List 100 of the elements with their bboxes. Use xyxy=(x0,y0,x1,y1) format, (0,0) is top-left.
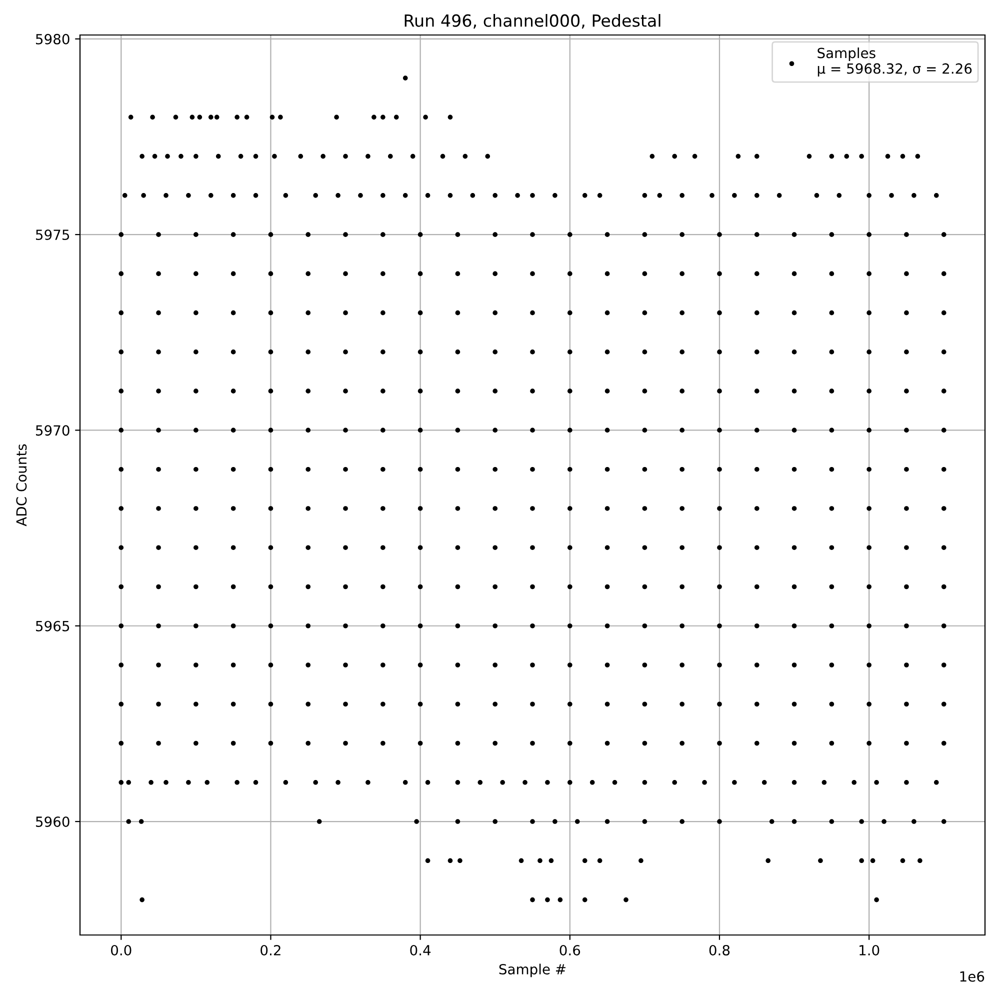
point xyxy=(343,702,348,707)
point xyxy=(624,897,628,902)
point xyxy=(792,702,797,707)
point xyxy=(455,702,460,707)
point xyxy=(278,114,283,120)
point xyxy=(530,702,535,707)
point xyxy=(530,466,535,472)
point xyxy=(792,740,797,746)
point xyxy=(717,506,722,511)
point xyxy=(423,114,428,120)
point xyxy=(754,702,760,707)
point xyxy=(710,193,714,198)
point xyxy=(567,232,572,237)
point xyxy=(754,350,760,354)
point xyxy=(253,193,258,198)
x-axis-title: Sample # xyxy=(499,964,566,978)
point xyxy=(313,780,318,785)
point xyxy=(776,193,782,198)
point xyxy=(156,428,161,433)
point xyxy=(150,114,155,120)
point xyxy=(604,428,610,433)
point xyxy=(380,623,386,628)
point xyxy=(492,623,498,628)
point xyxy=(380,388,386,394)
point xyxy=(455,780,460,785)
point xyxy=(268,702,274,707)
point xyxy=(230,623,236,628)
point xyxy=(567,388,572,394)
point xyxy=(717,545,722,550)
point xyxy=(829,310,834,316)
point xyxy=(194,428,198,433)
point xyxy=(380,584,386,590)
point xyxy=(455,506,460,511)
point xyxy=(604,584,610,590)
point xyxy=(680,271,684,276)
point xyxy=(230,193,236,198)
point xyxy=(866,271,872,276)
point xyxy=(792,623,797,628)
point xyxy=(844,154,850,159)
point xyxy=(380,350,386,354)
point xyxy=(904,545,909,550)
point xyxy=(194,623,198,628)
point xyxy=(582,193,588,198)
point xyxy=(904,702,909,707)
point xyxy=(268,428,274,433)
point xyxy=(941,584,946,590)
point xyxy=(941,428,946,433)
point xyxy=(118,702,124,707)
point xyxy=(306,388,311,394)
point xyxy=(380,428,386,433)
point xyxy=(567,350,572,354)
point xyxy=(604,702,610,707)
point xyxy=(230,388,236,394)
point xyxy=(829,232,834,237)
point xyxy=(852,780,857,785)
point xyxy=(194,662,198,668)
point xyxy=(156,506,161,511)
point xyxy=(230,466,236,472)
point xyxy=(769,819,774,824)
point xyxy=(941,702,946,707)
point xyxy=(642,740,648,746)
point xyxy=(194,271,198,276)
point xyxy=(829,662,834,668)
point xyxy=(754,310,760,316)
point xyxy=(138,819,144,824)
point xyxy=(680,428,684,433)
point xyxy=(692,154,698,159)
point xyxy=(530,545,535,550)
point xyxy=(418,662,423,668)
point xyxy=(904,350,909,354)
point xyxy=(492,545,498,550)
point xyxy=(448,193,453,198)
point xyxy=(754,193,760,198)
point xyxy=(230,232,236,237)
point xyxy=(754,232,760,237)
point xyxy=(141,193,146,198)
point xyxy=(156,271,161,276)
point xyxy=(343,310,348,316)
point xyxy=(478,780,483,785)
point xyxy=(366,780,370,785)
point xyxy=(156,232,161,237)
point xyxy=(717,819,722,824)
y-axis-title: ADC Counts xyxy=(16,444,27,526)
point xyxy=(128,114,134,120)
point xyxy=(306,350,311,354)
point xyxy=(672,154,678,159)
point xyxy=(642,388,648,394)
point xyxy=(941,662,946,668)
point xyxy=(414,819,419,824)
point xyxy=(380,702,386,707)
point xyxy=(885,154,890,159)
point xyxy=(604,466,610,472)
point xyxy=(829,702,834,707)
point xyxy=(204,780,210,785)
point xyxy=(118,545,124,550)
point xyxy=(732,780,737,785)
point xyxy=(754,662,760,668)
point xyxy=(306,545,311,550)
x-tick-label: 0.4 xyxy=(410,944,431,956)
point xyxy=(642,819,648,824)
